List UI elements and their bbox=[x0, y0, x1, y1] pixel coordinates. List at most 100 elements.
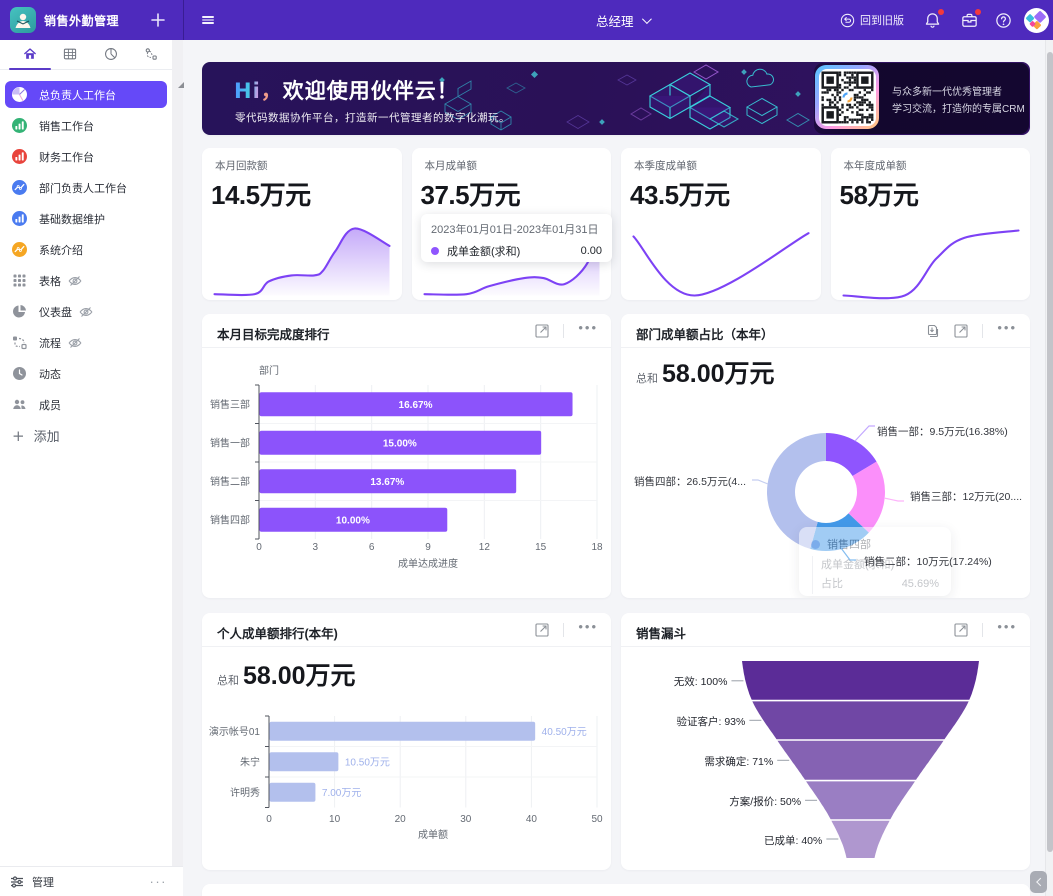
people-icon bbox=[12, 397, 27, 412]
scrollbar-thumb[interactable] bbox=[1047, 52, 1053, 852]
app-logo[interactable] bbox=[10, 7, 36, 33]
sidebar-scroll-up-arrow[interactable] bbox=[177, 81, 184, 88]
clock-filled-icon bbox=[12, 366, 27, 381]
sparkline bbox=[422, 224, 601, 296]
svg-text:0: 0 bbox=[256, 542, 262, 553]
funnel-stage-label: 方案/报价: 50% bbox=[729, 795, 802, 808]
expand-icon[interactable] bbox=[535, 623, 549, 637]
chart-title: 个人成单额排行(本年) bbox=[217, 627, 338, 641]
sidebar-item[interactable]: 动态 bbox=[5, 360, 167, 387]
svg-text:13.67%: 13.67% bbox=[370, 477, 404, 488]
sidebar-item[interactable]: 财务工作台 bbox=[5, 143, 167, 170]
avatar[interactable] bbox=[1024, 7, 1049, 33]
sidebar-item[interactable]: 流程 bbox=[5, 329, 167, 356]
sidebar-item-label: 部门负责人工作台 bbox=[39, 182, 127, 195]
help-icon[interactable] bbox=[994, 11, 1013, 30]
svg-text:10: 10 bbox=[329, 814, 341, 825]
tab-flow-icon[interactable] bbox=[143, 46, 159, 62]
sidebar-item[interactable]: 基础数据维护 bbox=[5, 205, 167, 232]
chevron-down-icon bbox=[641, 13, 652, 24]
svg-text:销售三部: 销售三部 bbox=[210, 398, 250, 411]
svg-text:成单达成进度: 成单达成进度 bbox=[398, 557, 458, 570]
bar-badge-icon bbox=[12, 211, 27, 226]
funnel-stage-label: 已成单: 40% bbox=[763, 834, 823, 847]
chart-card-funnel: 销售漏斗 ••• 无效: 100% 验证客户: 93% 需求确定: 71% 方案/报价… bbox=[621, 613, 1030, 870]
notifications-bell-icon[interactable] bbox=[923, 8, 944, 30]
qr-caption: 与众多新一代优秀管理者 学习交流，打造你的专属CRM bbox=[892, 87, 1025, 115]
menu-hamburger-icon[interactable] bbox=[202, 16, 214, 25]
target-rank-chart: 部门 16.67% 销售三部 15.00% 销售一部 13.67% 销售二部 10.00% 销售… bbox=[210, 364, 603, 570]
more-icon[interactable]: ••• bbox=[578, 618, 598, 634]
svg-text:50: 50 bbox=[591, 814, 603, 825]
tooltip-series-label: 成单金额(求和) bbox=[447, 246, 521, 258]
back-to-old-version-button[interactable]: 回到旧版 bbox=[840, 12, 904, 28]
expand-icon[interactable] bbox=[954, 623, 968, 637]
series-dot bbox=[431, 247, 439, 255]
svg-text:成单额: 成单额 bbox=[418, 828, 448, 841]
svg-text:销售二部: 销售二部 bbox=[210, 475, 250, 488]
bar-badge-icon bbox=[12, 149, 27, 164]
chart-title: 部门成单额占比（本年） bbox=[636, 328, 774, 342]
more-icon[interactable]: ••• bbox=[997, 319, 1017, 335]
plus-icon: + bbox=[12, 426, 25, 445]
expand-icon[interactable] bbox=[954, 324, 968, 338]
qr-code bbox=[815, 65, 879, 129]
more-icon[interactable]: ••• bbox=[997, 618, 1017, 634]
sidebar-manage[interactable]: 管理 ··· bbox=[0, 866, 183, 896]
pie-badge-icon bbox=[12, 87, 27, 102]
panel-collapse-button[interactable] bbox=[1030, 871, 1047, 893]
svg-text:许明秀: 许明秀 bbox=[230, 787, 260, 799]
main-scrollbar[interactable] bbox=[1045, 40, 1053, 896]
banner-artwork bbox=[439, 64, 810, 131]
expand-icon[interactable] bbox=[535, 324, 549, 338]
stat-card: 本季度成单额 43.5万元 bbox=[621, 148, 821, 300]
active-tab-underline bbox=[9, 68, 51, 71]
svg-text:10.00%: 10.00% bbox=[336, 515, 370, 526]
app-title: 销售外勤管理 bbox=[44, 13, 120, 28]
sparkline bbox=[841, 229, 1020, 300]
card-header-actions: ••• bbox=[910, 314, 1017, 348]
workspace-add-icon[interactable] bbox=[150, 12, 166, 28]
sidebar-item[interactable]: 成员 bbox=[5, 391, 167, 418]
funnel-stage-label: 无效: 100% bbox=[673, 676, 728, 689]
sidebar-item[interactable]: 部门负责人工作台 bbox=[5, 174, 167, 201]
donut-tooltip: 销售四部 成单金额(求和) 占比 45.69% bbox=[799, 527, 951, 596]
next-card-peek bbox=[202, 884, 1030, 896]
pie-slice-label: 销售四部：26.5万元(4... bbox=[633, 475, 746, 488]
tab-tables-icon[interactable] bbox=[62, 46, 78, 62]
tab-dashboard-icon[interactable] bbox=[103, 46, 119, 62]
more-icon[interactable]: ••• bbox=[578, 319, 598, 335]
stat-label: 本季度成单额 bbox=[634, 160, 697, 172]
stat-label: 本年度成单额 bbox=[843, 160, 907, 172]
sidebar-scrollbar-track[interactable] bbox=[172, 40, 183, 896]
sidebar-item-label: 流程 bbox=[39, 337, 61, 350]
sidebar-item-label: 系统介绍 bbox=[39, 244, 83, 257]
sidebar-add-button[interactable]: + 添加 bbox=[5, 422, 167, 449]
manage-more-icon[interactable]: ··· bbox=[149, 874, 167, 889]
funnel-stage-label: 验证客户: 93% bbox=[676, 715, 746, 728]
sidebar-item[interactable]: 销售工作台 bbox=[5, 112, 167, 139]
stat-value: 14.5万元 bbox=[211, 180, 311, 210]
sidebar-item[interactable]: 表格 bbox=[5, 267, 167, 294]
inbox-briefcase-icon[interactable] bbox=[960, 8, 981, 30]
total-label: 总和 bbox=[217, 675, 239, 687]
sidebar-item-label: 成员 bbox=[39, 399, 61, 412]
bar-badge-icon bbox=[12, 118, 27, 133]
sparkline bbox=[213, 227, 391, 297]
sidebar-item[interactable]: 系统介绍 bbox=[5, 236, 167, 263]
pie-slice-label: 销售一部：9.5万元(16.38%) bbox=[877, 426, 1008, 438]
sidebar-item[interactable]: 总负责人工作台 bbox=[5, 81, 167, 108]
sparkline bbox=[632, 232, 810, 297]
download-icon[interactable] bbox=[925, 324, 939, 338]
total-label: 总和 bbox=[636, 373, 658, 385]
top-bar: 销售外勤管理 总经理 回到旧版 bbox=[0, 0, 1053, 40]
pie-slice-label: 销售三部：12万元(20.... bbox=[910, 490, 1023, 503]
role-switcher[interactable]: 总经理 bbox=[596, 0, 652, 40]
tab-home-icon[interactable] bbox=[22, 46, 38, 62]
sparkline-tooltip: 2023年01月01日-2023年01月31日 成单金额(求和) 0.00 bbox=[421, 214, 612, 262]
header-divider bbox=[563, 623, 565, 637]
total-value: 58.00万元 bbox=[662, 360, 775, 388]
person-rank-chart: 40.50万元 演示帐号01 10.50万元 朱宁 7.00万元 许明秀 0 10 20 30 40… bbox=[209, 715, 603, 841]
qr-code-image bbox=[818, 68, 876, 126]
sidebar-item[interactable]: 仪表盘 bbox=[5, 298, 167, 325]
